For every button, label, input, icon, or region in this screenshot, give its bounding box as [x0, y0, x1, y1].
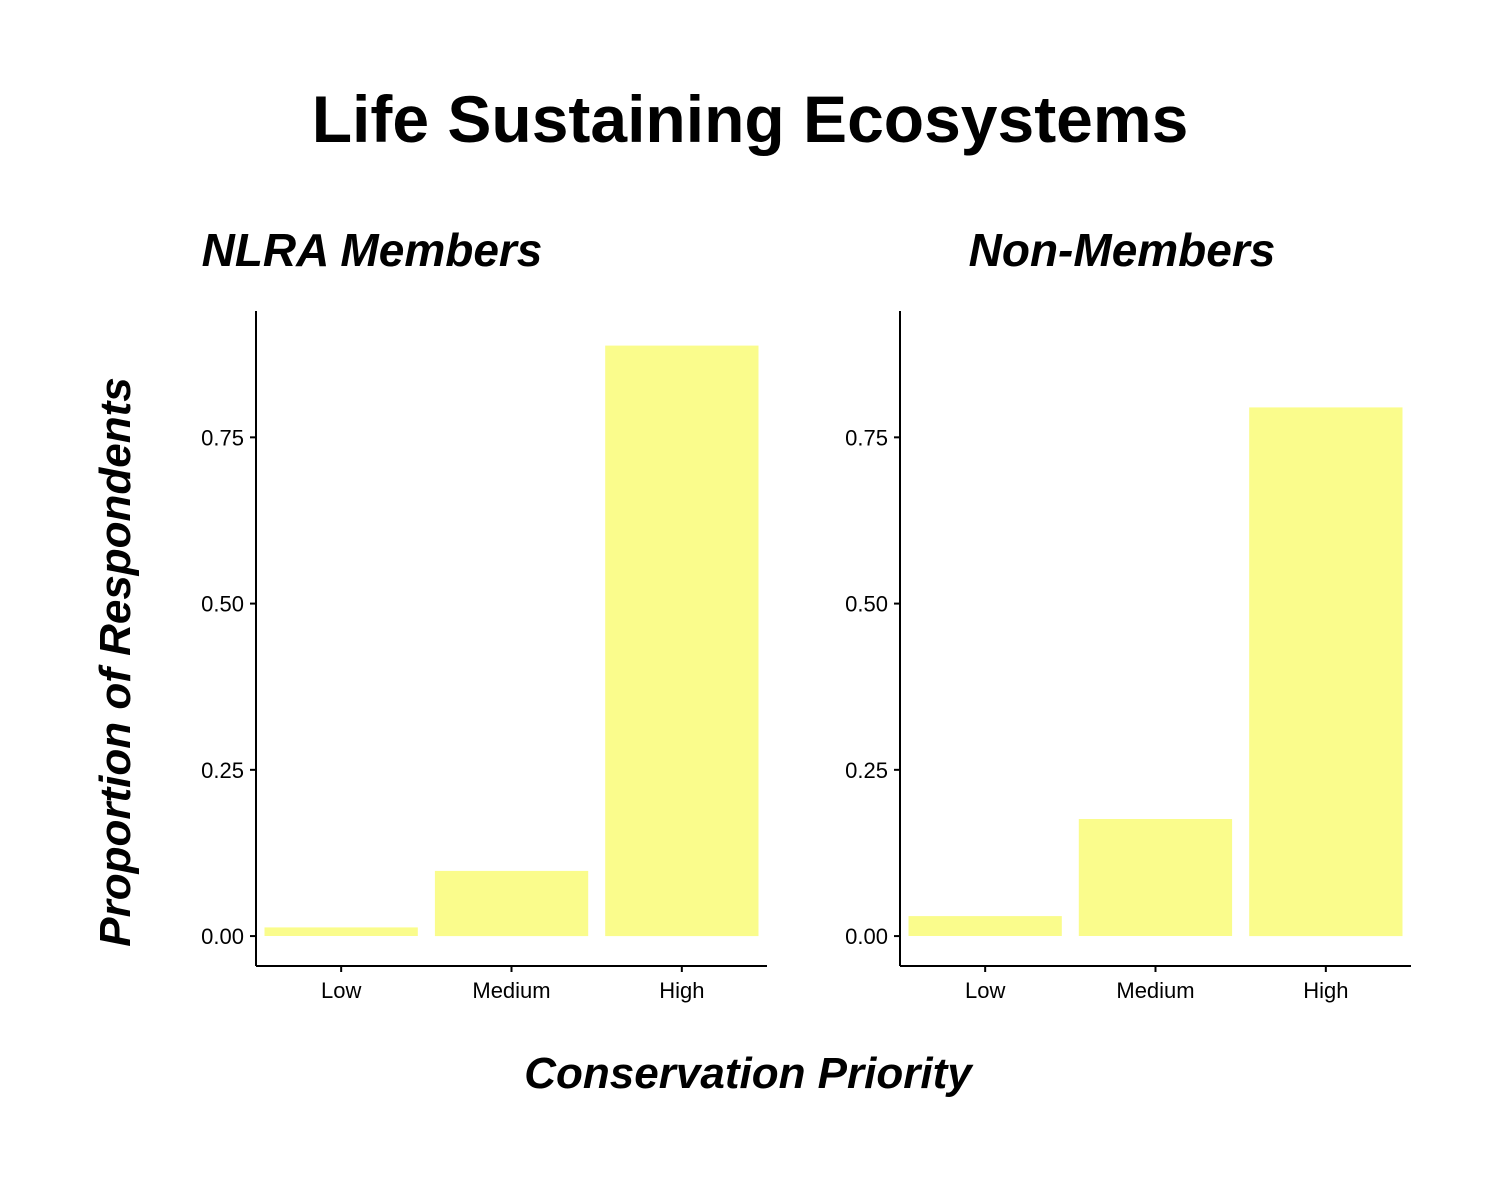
axes-group: 0.00 0.25 0.50 0.75 Low Medium High	[201, 311, 767, 1003]
y-tick-label: 0.75	[845, 425, 888, 450]
panel-title-non-members: Non-Members	[969, 224, 1276, 276]
y-tick-label: 0.25	[201, 758, 244, 783]
y-tick-label: 0.25	[845, 758, 888, 783]
x-tick-label-medium: Medium	[1116, 978, 1194, 1003]
bar-high	[1249, 407, 1403, 937]
x-tick-label-high: High	[659, 978, 704, 1003]
x-tick-label-low: Low	[965, 978, 1005, 1003]
axes-group: 0.00 0.25 0.50 0.75 Low Medium High	[845, 311, 1411, 1003]
y-tick-label: 0.00	[845, 924, 888, 949]
bar-low	[908, 916, 1062, 936]
y-tick-label: 0.50	[845, 592, 888, 617]
x-axis-title: Conservation Priority	[524, 1049, 974, 1098]
x-tick-label-high: High	[1303, 978, 1348, 1003]
bar-medium	[434, 870, 589, 937]
panel-nlra-members: NLRA Members 0.00 0.25 0.50 0.75 Low Medium Hi…	[201, 224, 767, 1003]
y-tick-label: 0.00	[201, 924, 244, 949]
x-tick-label-medium: Medium	[472, 978, 550, 1003]
panel-non-members: Non-Members 0.00 0.25 0.50 0.75 Low Medium Hig…	[845, 224, 1411, 1003]
bar-high	[605, 345, 759, 937]
chart-title: Life Sustaining Ecosystems	[312, 82, 1189, 156]
bar-low	[264, 927, 418, 936]
bars-group	[264, 345, 759, 937]
y-tick-label: 0.50	[201, 592, 244, 617]
bars-group	[908, 407, 1403, 937]
y-tick-label: 0.75	[201, 425, 244, 450]
panel-title-nlra-members: NLRA Members	[202, 224, 543, 276]
x-tick-label-low: Low	[321, 978, 361, 1003]
y-axis-title: Proportion of Respondents	[91, 377, 140, 947]
bar-medium	[1078, 819, 1233, 936]
